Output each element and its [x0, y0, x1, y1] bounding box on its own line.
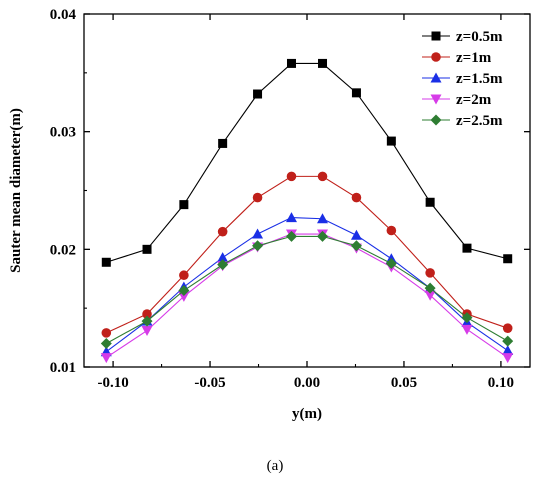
data-point — [179, 200, 189, 210]
x-tick-label: 0.00 — [294, 375, 320, 391]
x-tick-label: -0.05 — [194, 375, 225, 391]
data-point — [425, 268, 435, 278]
y-axis-title: Sauter mean diameter(m) — [8, 108, 24, 273]
data-point — [462, 243, 472, 253]
data-point — [218, 138, 228, 148]
data-point — [317, 230, 329, 242]
data-point — [502, 353, 514, 364]
legend-marker — [431, 31, 441, 41]
legend-marker — [430, 72, 442, 83]
data-point — [178, 285, 190, 297]
x-axis-title: y(m) — [292, 406, 322, 422]
data-point — [101, 328, 112, 338]
data-point — [217, 252, 229, 263]
data-point — [286, 171, 297, 182]
series-line — [105, 233, 509, 359]
legend-label: z=1.5m — [456, 71, 503, 87]
data-point — [217, 259, 229, 271]
data-point — [385, 257, 397, 269]
y-tick-label: 0.03 — [50, 125, 76, 141]
data-point — [100, 337, 112, 349]
figure-caption: (a) — [267, 458, 284, 474]
data-point — [100, 353, 112, 364]
data-point — [141, 326, 153, 337]
x-tick-label: 0.10 — [488, 375, 514, 391]
data-point — [178, 291, 190, 302]
data-point — [141, 315, 153, 327]
y-tick-label: 0.02 — [50, 242, 76, 258]
series-z-1m — [101, 171, 513, 338]
data-point — [351, 88, 361, 98]
series-z-2-5m — [100, 230, 514, 349]
data-point — [317, 213, 329, 224]
legend-label: z=1m — [456, 50, 492, 66]
data-point — [502, 345, 514, 356]
data-point — [252, 240, 264, 252]
data-point — [317, 171, 328, 182]
series-line — [105, 217, 509, 353]
x-tick-label: 0.05 — [391, 375, 417, 391]
series-layer — [100, 58, 514, 364]
axis-ticks: -0.10 -0.05 0.00 0.05 0.10 0.01 0.02 0.03 0.04 — [50, 7, 530, 391]
data-point — [101, 257, 111, 267]
data-point — [424, 282, 436, 294]
legend-entry: z=1.5m — [422, 71, 503, 87]
legend: z=0.5m z=1m z=1.5m z=2m z=2.5m — [422, 29, 503, 129]
data-point — [502, 323, 513, 333]
data-point — [142, 309, 152, 319]
data-point — [386, 136, 396, 146]
y-tick-label: 0.01 — [50, 360, 76, 376]
legend-entry: z=0.5m — [422, 29, 503, 45]
legend-marker — [430, 94, 442, 105]
legend-label: z=0.5m — [456, 29, 503, 45]
data-point — [318, 58, 328, 68]
data-point — [252, 228, 264, 239]
data-point — [386, 225, 397, 236]
legend-marker — [431, 52, 441, 62]
data-point — [461, 312, 473, 324]
data-point — [217, 226, 228, 237]
data-point — [286, 58, 296, 68]
data-point — [179, 270, 189, 281]
legend-entry: z=2.5m — [422, 113, 503, 129]
data-point — [285, 212, 297, 223]
legend-entry: z=1m — [422, 50, 492, 66]
series-line — [106, 235, 508, 344]
legend-label: z=2m — [456, 92, 492, 108]
data-point — [425, 197, 435, 207]
series-line — [106, 62, 508, 263]
data-point — [424, 290, 436, 301]
y-tick-label: 0.04 — [50, 7, 77, 23]
data-point — [351, 192, 362, 203]
data-point — [253, 89, 263, 99]
legend-entry: z=2m — [422, 92, 492, 108]
data-point — [350, 240, 362, 252]
data-point — [461, 324, 473, 335]
data-point — [285, 230, 297, 242]
data-point — [503, 254, 513, 264]
data-point — [252, 192, 263, 203]
series-line — [106, 175, 508, 334]
series-z-0-5m — [101, 58, 513, 267]
data-point — [142, 244, 152, 254]
data-point — [350, 229, 362, 240]
data-point — [502, 335, 514, 347]
legend-marker — [430, 114, 442, 126]
x-tick-label: -0.10 — [97, 375, 128, 391]
legend-label: z=2.5m — [456, 113, 503, 129]
